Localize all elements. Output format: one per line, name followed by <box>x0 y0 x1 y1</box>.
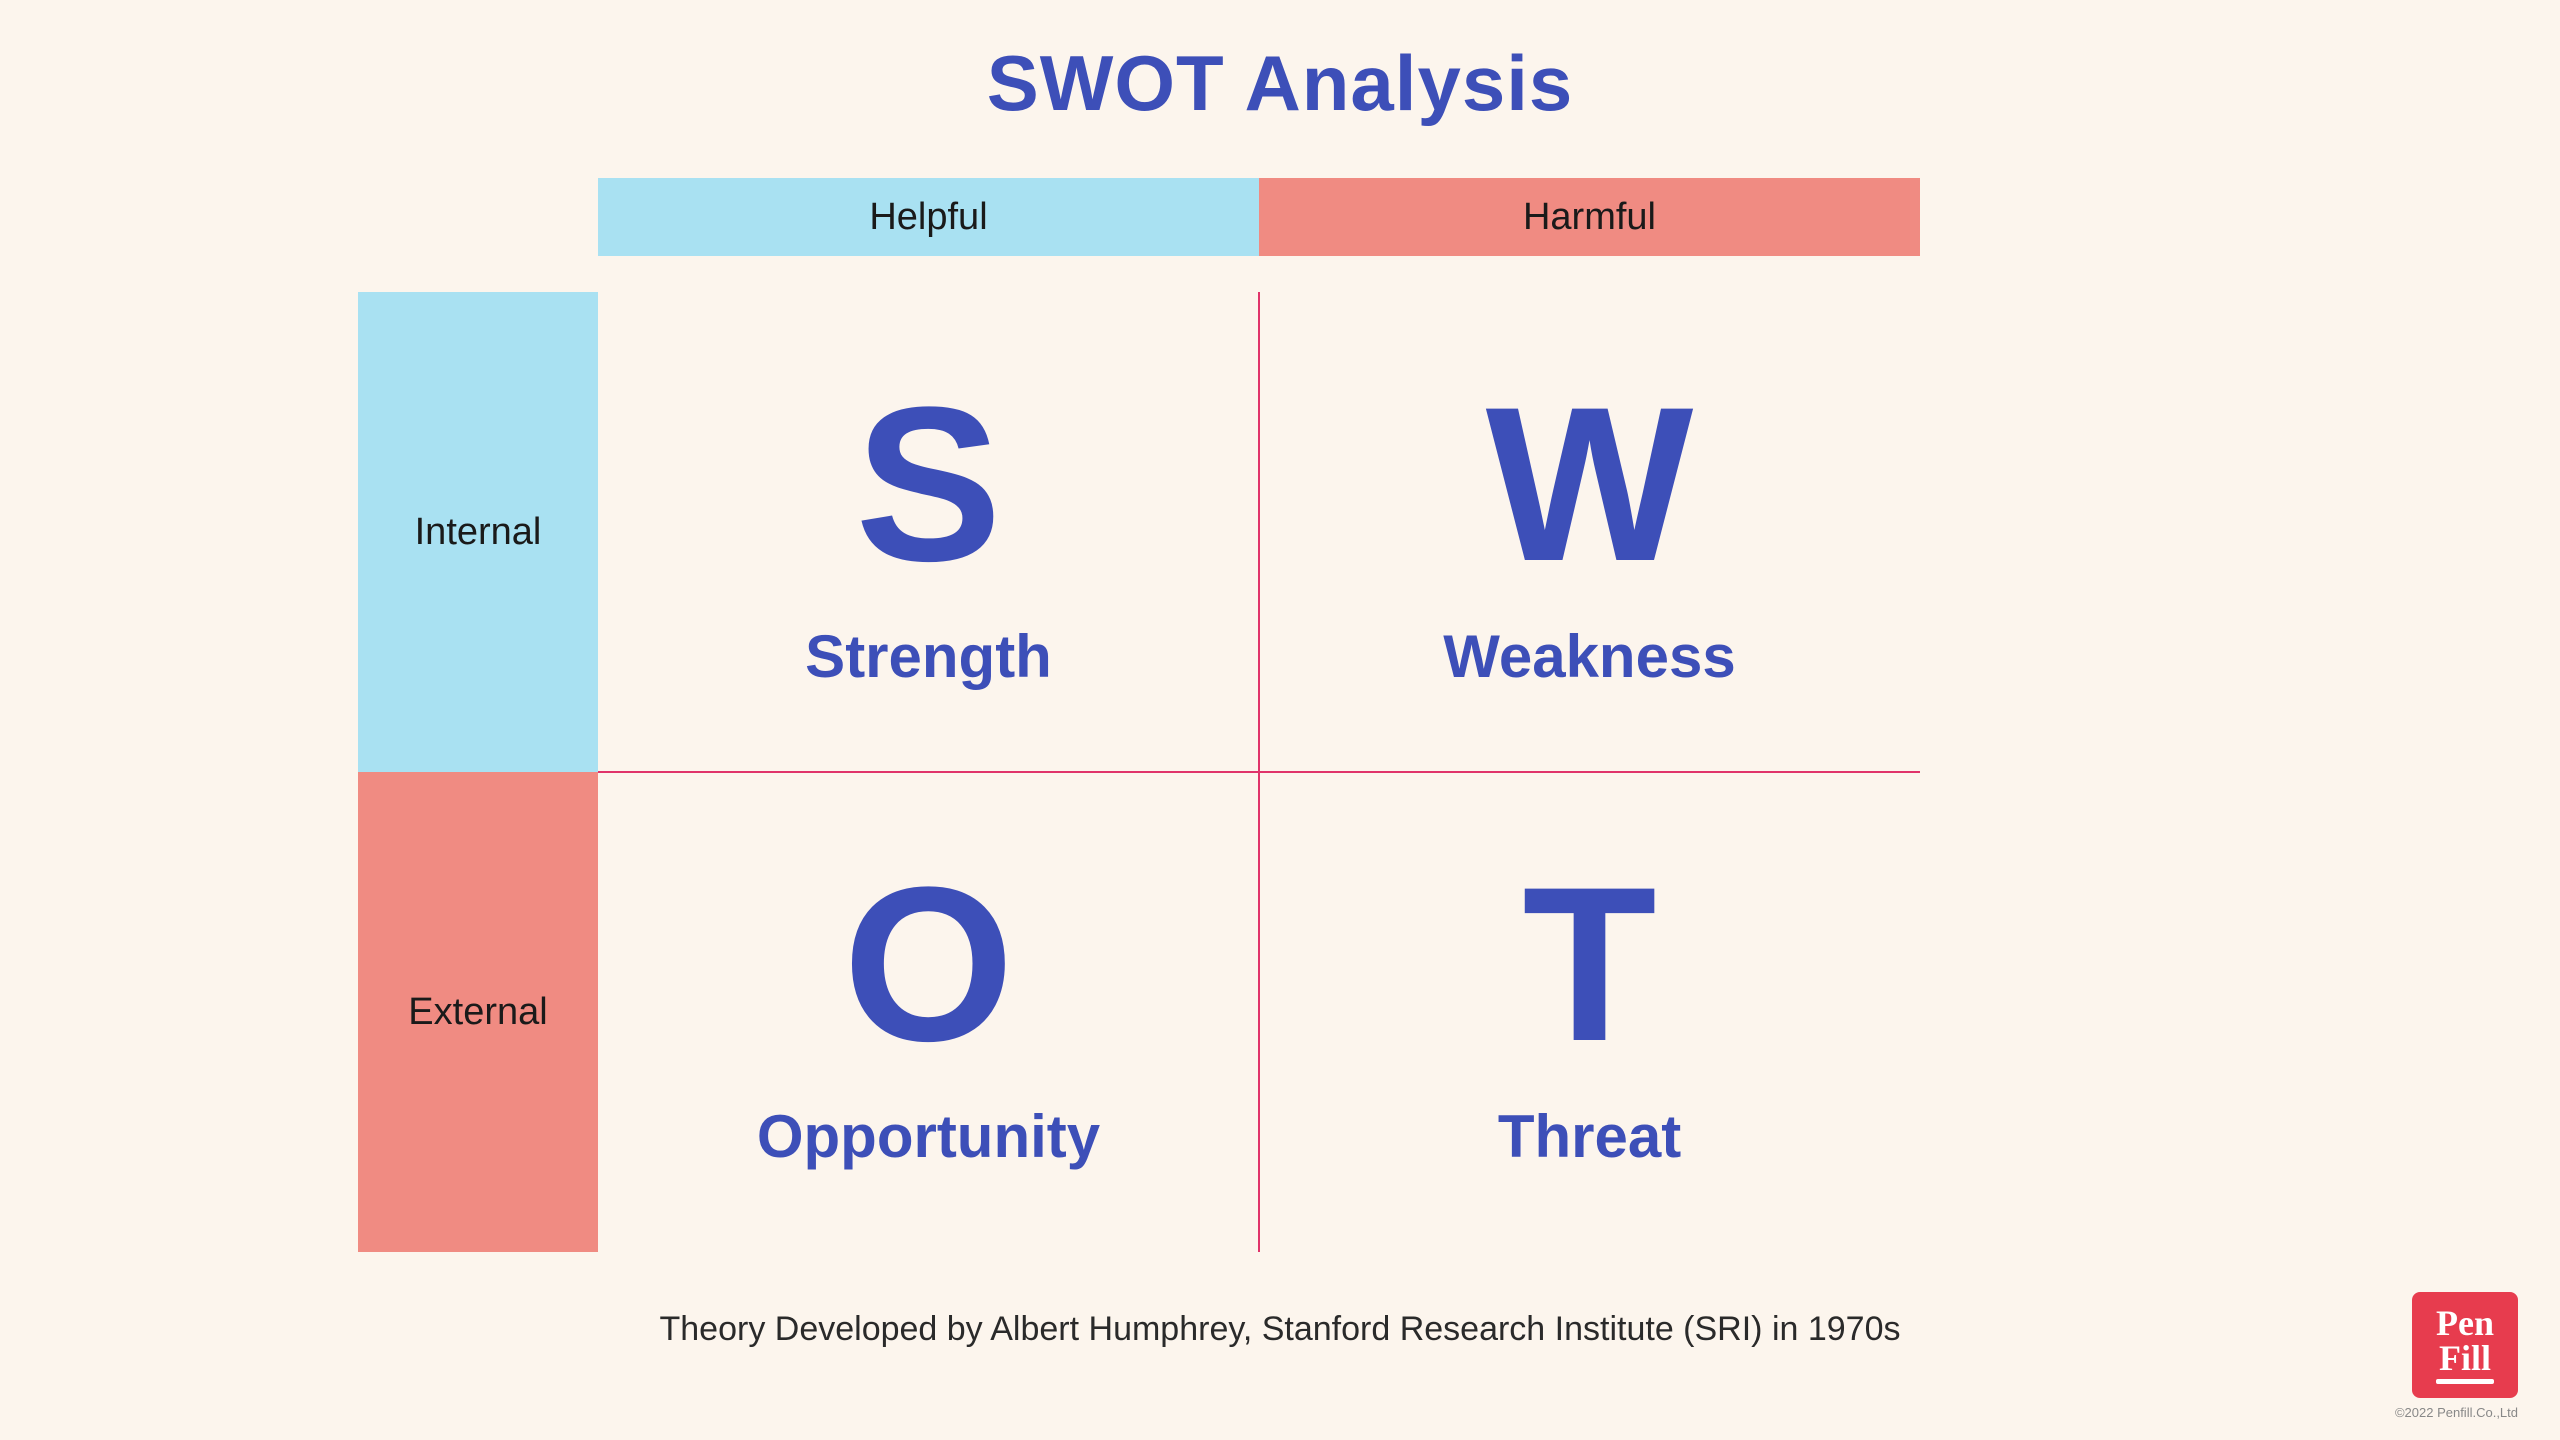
swot-grid: Helpful Harmful Internal External S Stre… <box>358 178 1920 1252</box>
quadrant-label: Strength <box>805 622 1052 691</box>
grid-body: Internal External S Strength W Weakness … <box>358 292 1920 1252</box>
penfill-logo: Pen Fill <box>2412 1292 2518 1398</box>
copyright-text: ©2022 Penfill.Co.,Ltd <box>2395 1405 2518 1420</box>
quadrant-t: T Threat <box>1259 772 1920 1252</box>
quadrant-o: O Opportunity <box>598 772 1259 1252</box>
page-title: SWOT Analysis <box>0 0 2560 129</box>
quadrant-w: W Weakness <box>1259 292 1920 772</box>
logo-line1: Pen <box>2436 1306 2494 1340</box>
quadrant-letter: W <box>1486 374 1694 594</box>
quadrants: S Strength W Weakness O Opportunity T Th… <box>598 292 1920 1252</box>
quadrant-s: S Strength <box>598 292 1259 772</box>
col-header-harmful: Harmful <box>1259 178 1920 256</box>
quadrant-label: Weakness <box>1443 622 1735 691</box>
column-headers: Helpful Harmful <box>598 178 1920 256</box>
row-header-external: External <box>358 772 598 1252</box>
quadrant-letter: O <box>843 854 1014 1074</box>
quadrant-letter: T <box>1522 854 1656 1074</box>
logo-line2: Fill <box>2439 1341 2491 1375</box>
row-headers: Internal External <box>358 292 598 1252</box>
col-header-helpful: Helpful <box>598 178 1259 256</box>
quadrant-label: Opportunity <box>757 1102 1100 1171</box>
divider-horizontal <box>598 771 1920 773</box>
footnote: Theory Developed by Albert Humphrey, Sta… <box>0 1310 2560 1349</box>
quadrant-label: Threat <box>1498 1102 1681 1171</box>
logo-underline-icon <box>2436 1379 2494 1384</box>
row-header-internal: Internal <box>358 292 598 772</box>
quadrant-letter: S <box>855 374 1002 594</box>
